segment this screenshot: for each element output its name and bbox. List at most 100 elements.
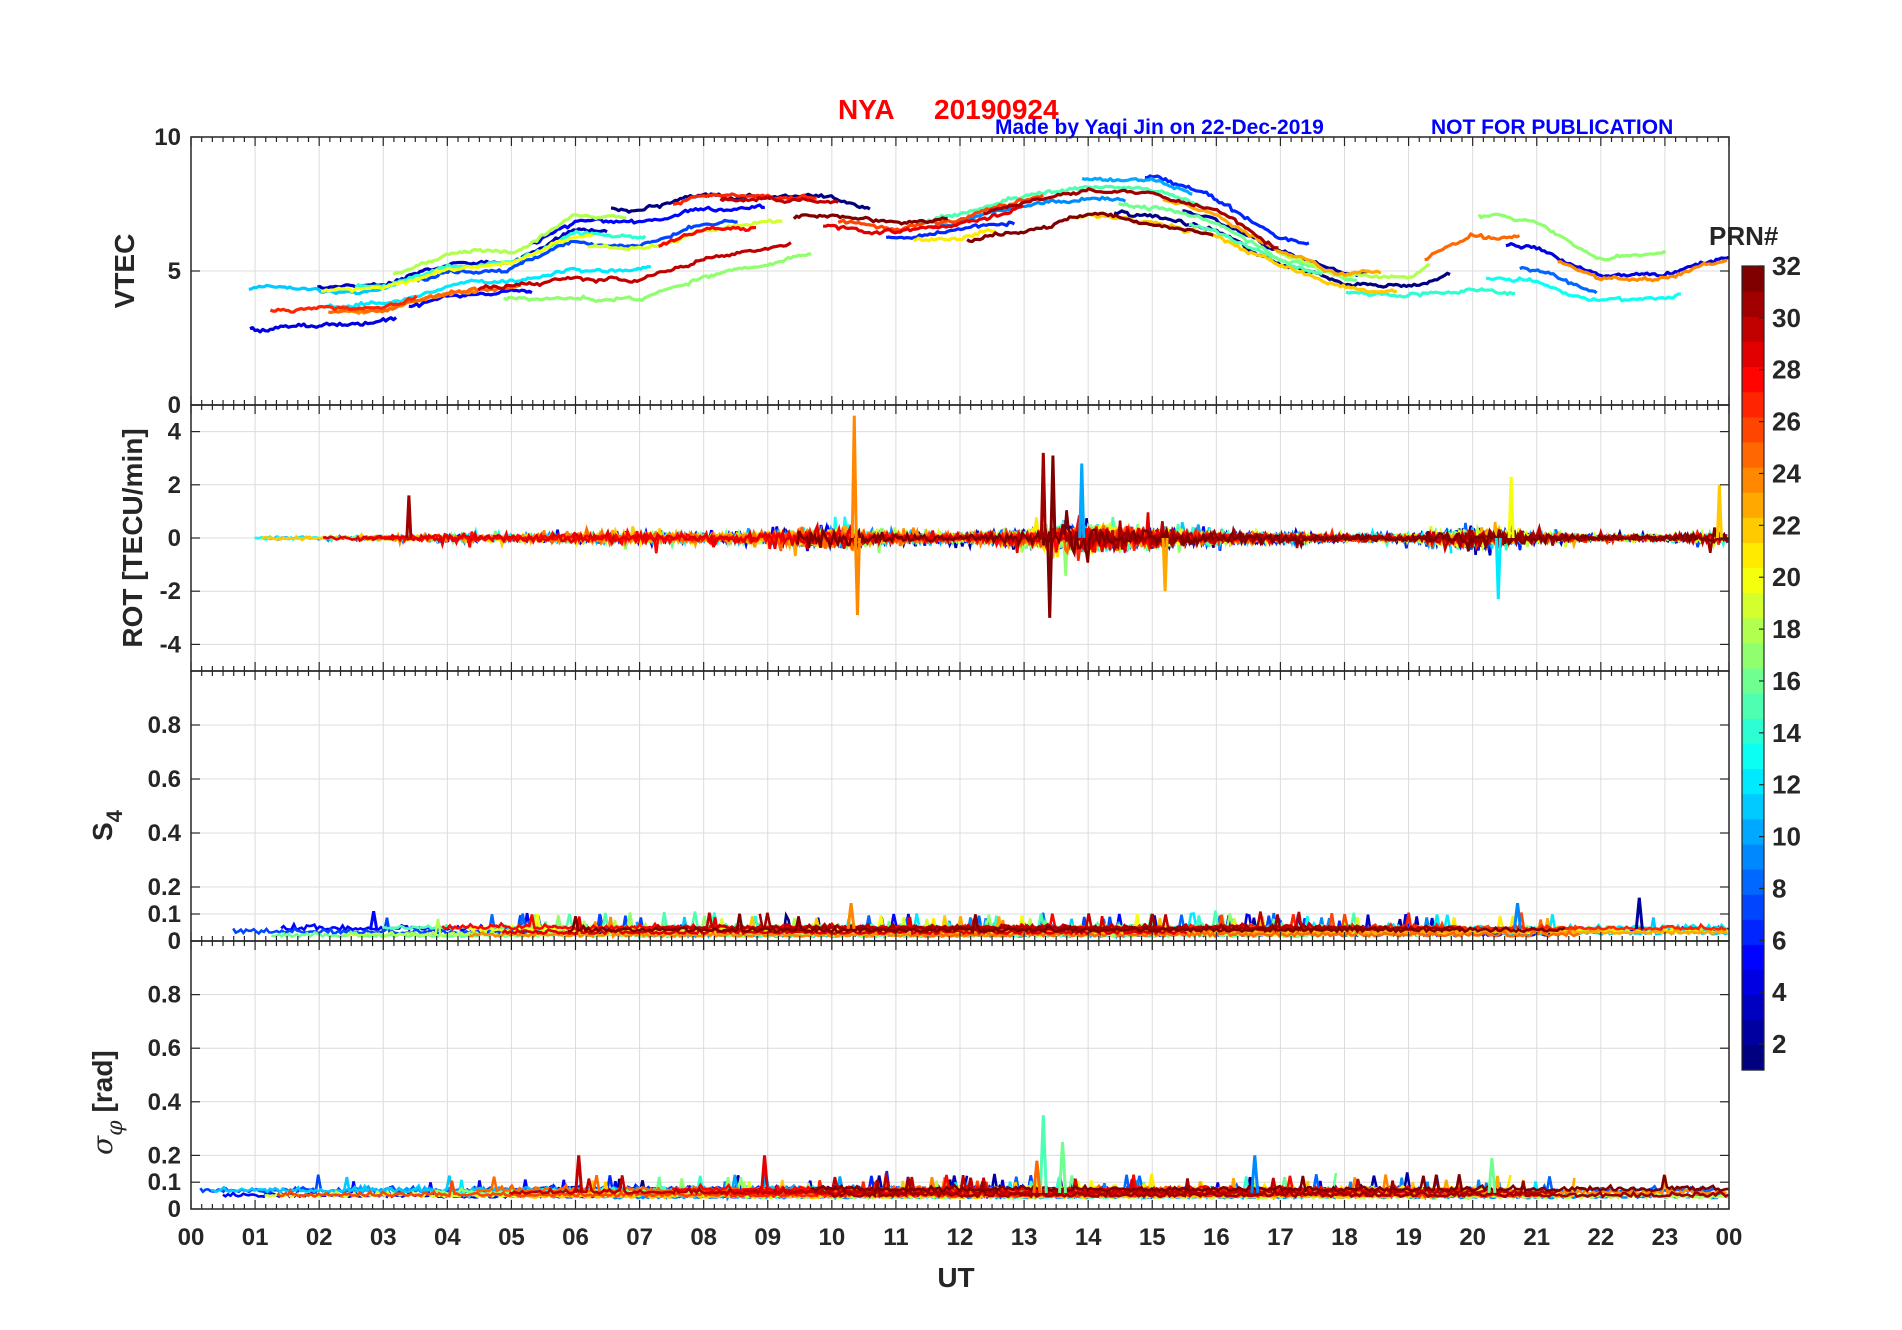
- y-tick-label: -2: [160, 578, 181, 605]
- date-title: 20190924: [934, 94, 1059, 125]
- colorbar-segment: [1742, 668, 1764, 694]
- series-prn-24: [469, 916, 1010, 940]
- colorbar-tick-label: 12: [1772, 770, 1801, 800]
- series-prn-4: [249, 316, 398, 334]
- colorbar-segment: [1742, 718, 1764, 744]
- x-tick-label: 18: [1331, 1224, 1358, 1251]
- colorbar-segment: [1742, 919, 1764, 945]
- series-group: [232, 897, 1729, 940]
- colorbar-segment: [1742, 316, 1764, 342]
- series-group: [254, 415, 1729, 618]
- series-prn-6: [885, 220, 1016, 240]
- spike-prn-2: [1634, 897, 1644, 929]
- colorbar-segment: [1742, 969, 1764, 996]
- series-prn-32: [796, 510, 1729, 563]
- colorbar-segment: [1742, 416, 1764, 443]
- y-axis-label: ROT [TECU/min]: [117, 428, 148, 647]
- colorbar-segment: [1742, 341, 1764, 368]
- series-prn-5: [531, 203, 766, 245]
- x-tick-label: 12: [947, 1224, 974, 1251]
- colorbar-tick-label: 10: [1772, 822, 1801, 852]
- y-tick-label: 5: [168, 258, 181, 285]
- colorbar-tick-label: 2: [1772, 1029, 1786, 1059]
- colorbar-segment: [1742, 843, 1764, 870]
- x-tick-label: 13: [1011, 1224, 1038, 1251]
- colorbar-segment: [1742, 592, 1764, 619]
- colorbar-segment: [1742, 693, 1764, 719]
- series-prn-25: [1424, 232, 1521, 262]
- x-tick-label: 19: [1395, 1224, 1422, 1251]
- colorbar-tick-label: 28: [1772, 355, 1801, 385]
- colorbar-segment: [1742, 291, 1764, 317]
- x-tick-label: 04: [434, 1224, 461, 1251]
- colorbar-title: PRN#: [1709, 221, 1779, 251]
- spike-prn-29: [760, 1155, 770, 1194]
- colorbar-segment: [1742, 869, 1764, 895]
- spike-prn-32: [1049, 455, 1057, 539]
- y-axis-label: σφ[rad]: [86, 1050, 128, 1155]
- spike-prn-24: [846, 903, 856, 930]
- spike-prn-31: [1039, 452, 1047, 539]
- series-prn-28: [658, 225, 757, 248]
- colorbar-segment: [1742, 944, 1764, 971]
- colorbar-segment: [1742, 994, 1764, 1021]
- series-prn-21: [913, 228, 997, 243]
- colorbar-segment: [1742, 1044, 1764, 1071]
- spike-prn-24: [853, 537, 861, 616]
- notice-text: NOT FOR PUBLICATION: [1431, 116, 1673, 139]
- x-tick-label: 09: [754, 1224, 781, 1251]
- colorbar-tick-label: 32: [1772, 251, 1801, 281]
- y-tick-label: 0.4: [148, 1089, 182, 1116]
- colorbar-tick-label: 4: [1772, 977, 1787, 1007]
- x-tick-label: 02: [306, 1224, 333, 1251]
- x-tick-label: 06: [562, 1224, 589, 1251]
- spike-prn-30: [574, 1155, 584, 1194]
- y-tick-label: 0.8: [148, 982, 181, 1009]
- colorbar-segment: [1742, 818, 1764, 845]
- y-tick-label: 0.4: [148, 820, 182, 847]
- series-prn-20: [321, 233, 594, 294]
- x-tick-label: 20: [1459, 1224, 1486, 1251]
- x-tick-label: 00: [1716, 1224, 1743, 1251]
- series-prn-10: [1081, 176, 1193, 196]
- x-tick-label: 15: [1139, 1224, 1166, 1251]
- colorbar-segment: [1742, 768, 1764, 795]
- colorbar-tick-label: 26: [1772, 407, 1801, 437]
- spike-prn-23: [1161, 537, 1169, 592]
- y-tick-label: 4: [168, 419, 182, 446]
- spike-prn-9: [1250, 1155, 1260, 1194]
- series-prn-32: [792, 213, 948, 226]
- colorbar-tick-label: 24: [1772, 458, 1801, 488]
- colorbar-segment: [1742, 542, 1764, 569]
- x-tick-label: 10: [818, 1224, 845, 1251]
- spike-prn-20: [1507, 476, 1515, 539]
- spike-prn-25: [1032, 1160, 1042, 1194]
- series-prn-31: [828, 1177, 1729, 1199]
- series-prn-27: [269, 294, 418, 314]
- colorbar-tick-label: 30: [1772, 303, 1801, 333]
- panel-1: 0 5 10 VTEC: [109, 124, 1730, 419]
- x-tick-label: 22: [1587, 1224, 1614, 1251]
- credit-text: Made by Yaqi Jin on 22-Dec-2019: [995, 116, 1324, 139]
- station-title: NYA: [838, 94, 895, 125]
- series-prn-32: [810, 1174, 1729, 1194]
- spike-prn-10: [1078, 463, 1086, 539]
- panel-2: -4 -2 0 2 4 ROT [TECU/min]: [117, 404, 1730, 672]
- colorbar-tick-label: 14: [1772, 718, 1801, 748]
- spike-prn-31: [1147, 913, 1157, 930]
- spike-prn-9: [1513, 903, 1523, 930]
- series-prn-6: [1144, 174, 1310, 246]
- spike-prn-24: [850, 415, 858, 539]
- series-prn-5: [408, 288, 533, 309]
- colorbar-segment: [1742, 366, 1764, 393]
- colorbar-tick-label: 22: [1772, 510, 1801, 540]
- y-tick-label: 0.6: [148, 1035, 181, 1062]
- colorbar-segment: [1742, 793, 1764, 820]
- y-tick-label: 0: [168, 1196, 181, 1223]
- y-tick-label: 0: [168, 525, 181, 552]
- colorbar-segment: [1742, 743, 1764, 770]
- panel-4: 00.10.2 0.4 0.6 0.8 σφ[rad]: [86, 940, 1730, 1223]
- x-tick-label: 05: [498, 1224, 525, 1251]
- x-tick-label: 08: [690, 1224, 717, 1251]
